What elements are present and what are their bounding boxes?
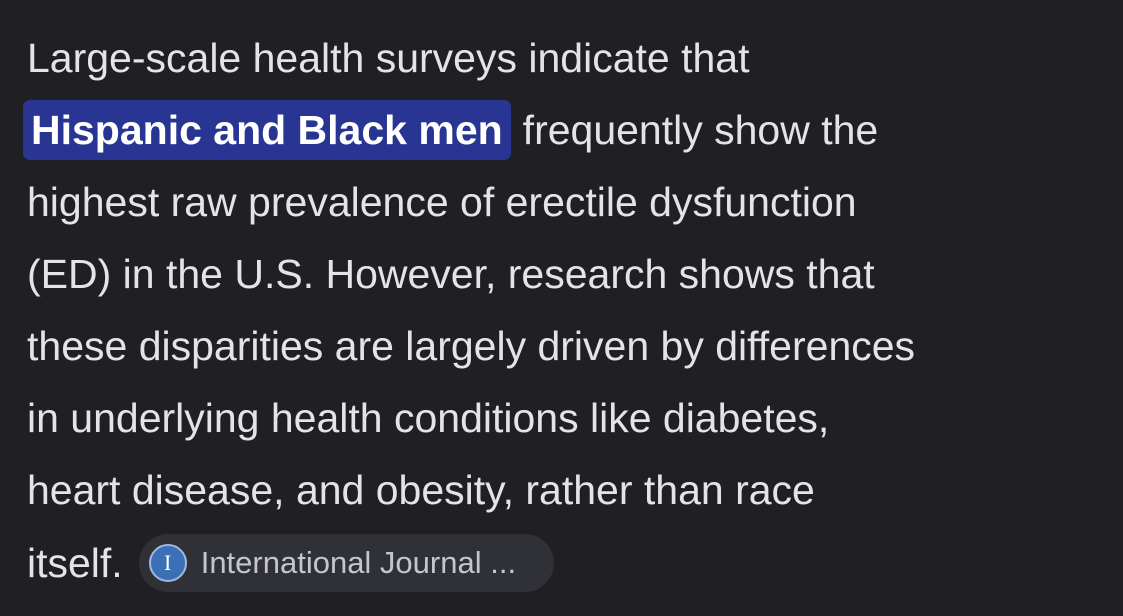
citation-chip[interactable]: I International Journal ... (138, 534, 555, 592)
text-line-group: Hispanic and Black men frequently show t… (23, 94, 879, 166)
text-line: highest raw prevalence of erectile dysfu… (27, 179, 857, 225)
highlight[interactable]: Hispanic and Black men (23, 100, 511, 160)
text-line-group: itself. I International Journal ... (27, 527, 555, 599)
text-line: heart disease, and obesity, rather than … (27, 467, 815, 513)
text-line: (ED) in the U.S. However, research shows… (27, 251, 875, 297)
citation-label: International Journal ... (200, 545, 517, 580)
text-line: frequently show the (522, 107, 879, 153)
text-line: in underlying health conditions like dia… (27, 395, 830, 441)
citation-icon: I (148, 544, 187, 582)
text-line: itself. (27, 540, 123, 586)
text-line: Large-scale health surveys indicate that (27, 35, 750, 81)
text-line: these disparities are largely driven by … (27, 323, 916, 369)
